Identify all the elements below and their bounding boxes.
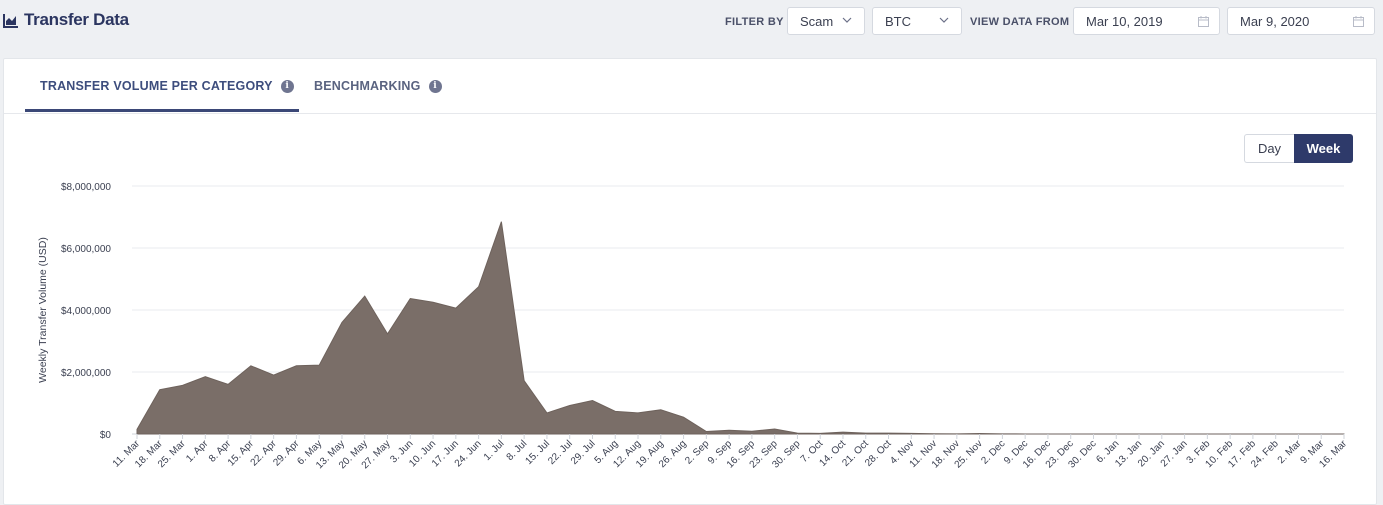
active-tab-indicator — [25, 109, 299, 112]
category-select-value: Scam — [800, 13, 834, 29]
x-tick-label: 29. Jul — [569, 438, 598, 467]
tab-bar: TRANSFER VOLUME PER CATEGORY i BENCHMARK… — [4, 59, 1376, 114]
y-tick-label: $2,000,000 — [61, 368, 111, 379]
week-toggle-button[interactable]: Week — [1294, 134, 1353, 163]
y-tick-label: $8,000,000 — [61, 182, 111, 193]
view-data-from-label: VIEW DATA FROM — [970, 16, 1070, 28]
y-axis-label: Weekly Transfer Volume (USD) — [37, 237, 49, 383]
x-tick-label: 2. Mar — [1276, 438, 1304, 466]
chevron-down-icon — [842, 17, 852, 23]
y-tick-label: $4,000,000 — [61, 306, 111, 317]
day-toggle-button[interactable]: Day — [1244, 134, 1294, 163]
x-tick-label: 1. Jul — [482, 438, 507, 463]
x-tick-label: 2. Dec — [979, 438, 1007, 466]
date-to-value: Mar 9, 2020 — [1240, 13, 1310, 29]
category-select[interactable]: Scam — [787, 7, 865, 35]
tab-transfer-volume-label: TRANSFER VOLUME PER CATEGORY — [40, 79, 273, 93]
area-chart-icon — [3, 14, 18, 28]
currency-select[interactable]: BTC — [872, 7, 962, 35]
y-tick-label: $6,000,000 — [61, 244, 111, 255]
x-tick-label: 1. Apr — [184, 438, 211, 465]
page-title: Transfer Data — [24, 10, 129, 29]
x-tick-label: 2. Sep — [683, 438, 712, 467]
x-tick-label: 28. Oct — [863, 438, 894, 469]
x-tick-label: 15. Jul — [523, 438, 552, 467]
tab-transfer-volume[interactable]: TRANSFER VOLUME PER CATEGORY i — [40, 59, 294, 113]
calendar-icon — [1198, 16, 1209, 27]
area-series — [136, 221, 1345, 435]
x-tick-label: 22. Jul — [546, 438, 575, 467]
chevron-down-icon — [939, 17, 949, 23]
title-wrap: Transfer Data — [3, 10, 129, 30]
tab-benchmarking-label: BENCHMARKING — [314, 79, 421, 93]
calendar-icon — [1353, 16, 1364, 27]
filter-by-label: FILTER BY — [725, 16, 784, 28]
info-icon[interactable]: i — [428, 79, 442, 93]
header: Transfer Data FILTER BY Scam BTC VIEW DA… — [0, 0, 1383, 44]
area-chart: $0 $2,000,000 $4,000,000 $6,000,000 $8,000,0… — [37, 182, 1350, 471]
date-to-input[interactable]: Mar 9, 2020 — [1227, 7, 1375, 35]
x-tick-label: 29. Apr — [271, 438, 302, 469]
currency-select-value: BTC — [885, 13, 911, 29]
info-icon[interactable]: i — [280, 79, 294, 93]
y-tick-label: $0 — [100, 430, 112, 441]
chart-card: TRANSFER VOLUME PER CATEGORY i BENCHMARK… — [3, 58, 1377, 505]
tab-benchmarking[interactable]: BENCHMARKING i — [314, 59, 442, 113]
date-from-value: Mar 10, 2019 — [1086, 13, 1163, 29]
date-from-input[interactable]: Mar 10, 2019 — [1073, 7, 1220, 35]
